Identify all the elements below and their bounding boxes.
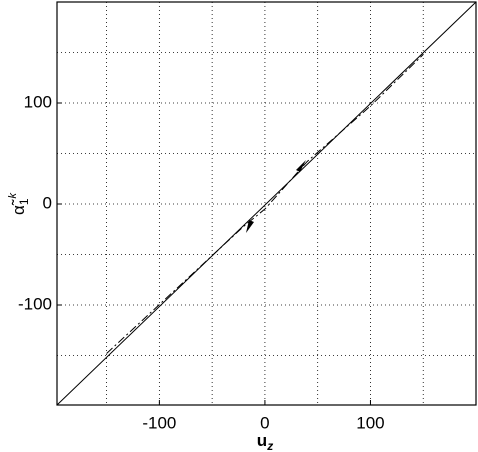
x-tick-label: 0 <box>260 413 269 432</box>
arrow <box>246 220 254 233</box>
y-label-sub: 1 <box>17 198 31 205</box>
data-line <box>56 1 477 406</box>
y-tick-label: 0 <box>43 193 52 212</box>
x-label-base: u <box>257 431 267 450</box>
x-tick-label: -100 <box>142 413 176 432</box>
x-label-sub: z <box>266 439 273 452</box>
y-axis-label: α̃1k <box>7 192 31 215</box>
y-tick-label: -100 <box>18 294 52 313</box>
y-label-sup: k <box>7 192 19 198</box>
plot-frame <box>56 1 477 406</box>
x-tick-label: 100 <box>356 413 384 432</box>
x-axis-label: uz <box>257 431 273 452</box>
arrow <box>296 160 306 172</box>
y-tick-label: 100 <box>24 92 52 111</box>
data-line <box>106 54 424 354</box>
